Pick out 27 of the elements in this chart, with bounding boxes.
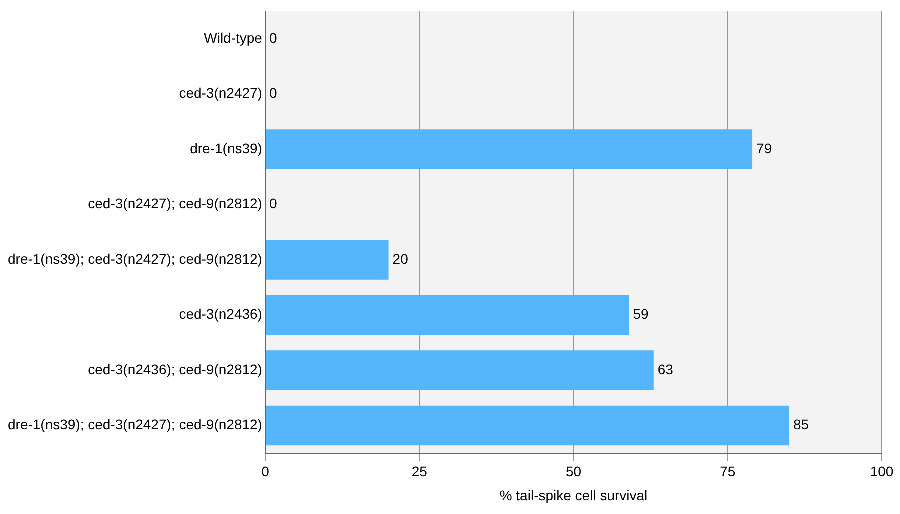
data-label: 79 (756, 140, 772, 156)
y-tick-label: dre-1(ns39); ced-3(n2427); ced-9(n2812) (8, 416, 262, 433)
x-tick-label: 50 (566, 464, 582, 480)
y-tick-label: ced-3(n2427); ced-9(n2812) (88, 196, 262, 212)
y-tick-label: Wild-type (204, 30, 263, 46)
bar (266, 295, 630, 336)
data-label: 63 (658, 361, 674, 378)
x-tick-label: 75 (720, 464, 736, 480)
x-tick-label: 0 (262, 464, 270, 480)
y-tick-label: ced-3(n2436); ced-9(n2812) (88, 361, 262, 378)
x-tick-label: 25 (412, 464, 428, 480)
data-label: 20 (392, 250, 409, 267)
bar (266, 240, 389, 280)
bar (266, 406, 790, 446)
bar (266, 350, 654, 390)
data-label: 59 (633, 306, 650, 322)
y-tick-label: ced-3(n2427) (179, 85, 262, 102)
y-tick-label: dre-1(ns39) (190, 140, 262, 156)
data-label: 0 (269, 30, 278, 46)
data-label: 0 (269, 85, 278, 102)
y-tick-label: ced-3(n2436) (179, 306, 262, 322)
data-label: 0 (269, 196, 278, 212)
x-tick-label: 100 (870, 464, 894, 480)
bar (266, 130, 753, 170)
data-label: 85 (794, 416, 810, 433)
y-tick-label: dre-1(ns39); ced-3(n2427); ced-9(n2812) (8, 250, 262, 267)
x-axis-title: % tail-spike cell survival (500, 487, 648, 504)
